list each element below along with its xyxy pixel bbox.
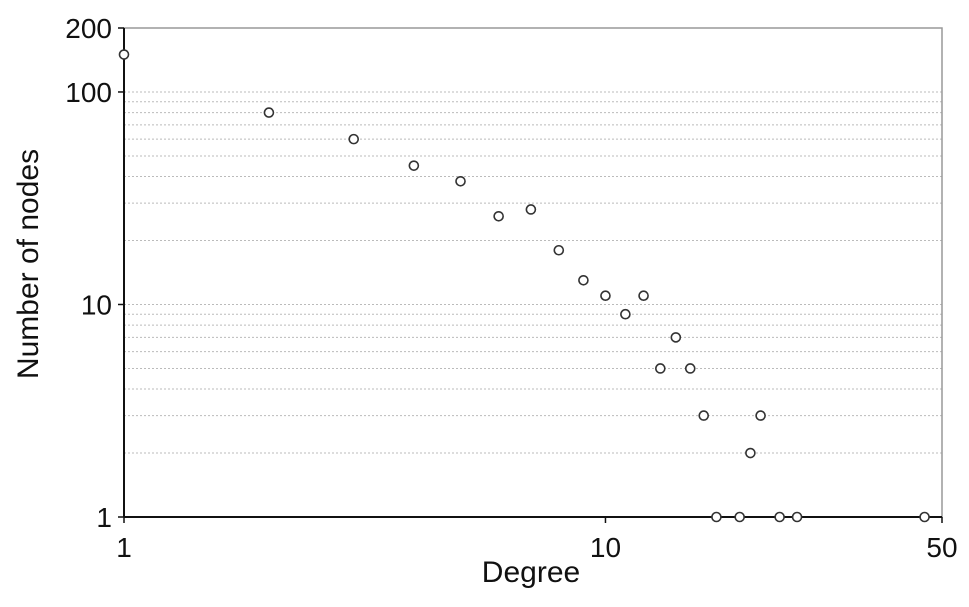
data-point: [118, 49, 130, 60]
data-point: [698, 410, 710, 421]
x-tick-label: 10: [590, 532, 621, 563]
data-point: [774, 511, 785, 523]
data-point: [263, 107, 275, 118]
y-axis-label: Number of nodes: [12, 149, 45, 379]
data-point: [348, 133, 360, 145]
data-point: [455, 175, 466, 187]
data-point: [919, 511, 930, 523]
y-tick-label: 10: [81, 289, 112, 320]
data-point: [745, 447, 756, 459]
data-points: [118, 49, 930, 523]
data-point: [638, 290, 649, 301]
data-point: [600, 290, 611, 301]
axis-ticks: 1 10 100 200 1 10 50: [65, 13, 957, 563]
data-point: [655, 363, 666, 374]
x-tick-label: 50: [926, 532, 957, 563]
data-point: [553, 244, 565, 256]
data-point: [791, 511, 803, 523]
data-point: [493, 210, 504, 222]
data-point: [620, 308, 631, 320]
data-point: [670, 332, 682, 343]
data-point: [684, 363, 696, 374]
y-tick-label: 1: [96, 502, 112, 533]
data-point: [734, 511, 745, 523]
grid-lines: [124, 91, 942, 454]
x-axis-label: Degree: [482, 556, 580, 589]
x-tick-label: 1: [116, 532, 132, 563]
data-point: [525, 204, 537, 215]
data-point: [578, 274, 589, 286]
y-tick-label: 100: [65, 77, 112, 108]
data-point: [711, 511, 722, 523]
y-tick-label: 200: [65, 13, 112, 44]
data-point: [755, 410, 766, 421]
data-point: [408, 160, 420, 171]
